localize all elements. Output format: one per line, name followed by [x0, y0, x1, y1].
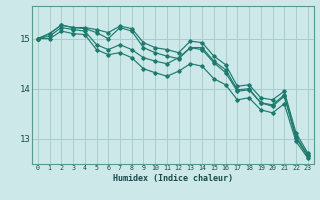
X-axis label: Humidex (Indice chaleur): Humidex (Indice chaleur): [113, 174, 233, 183]
